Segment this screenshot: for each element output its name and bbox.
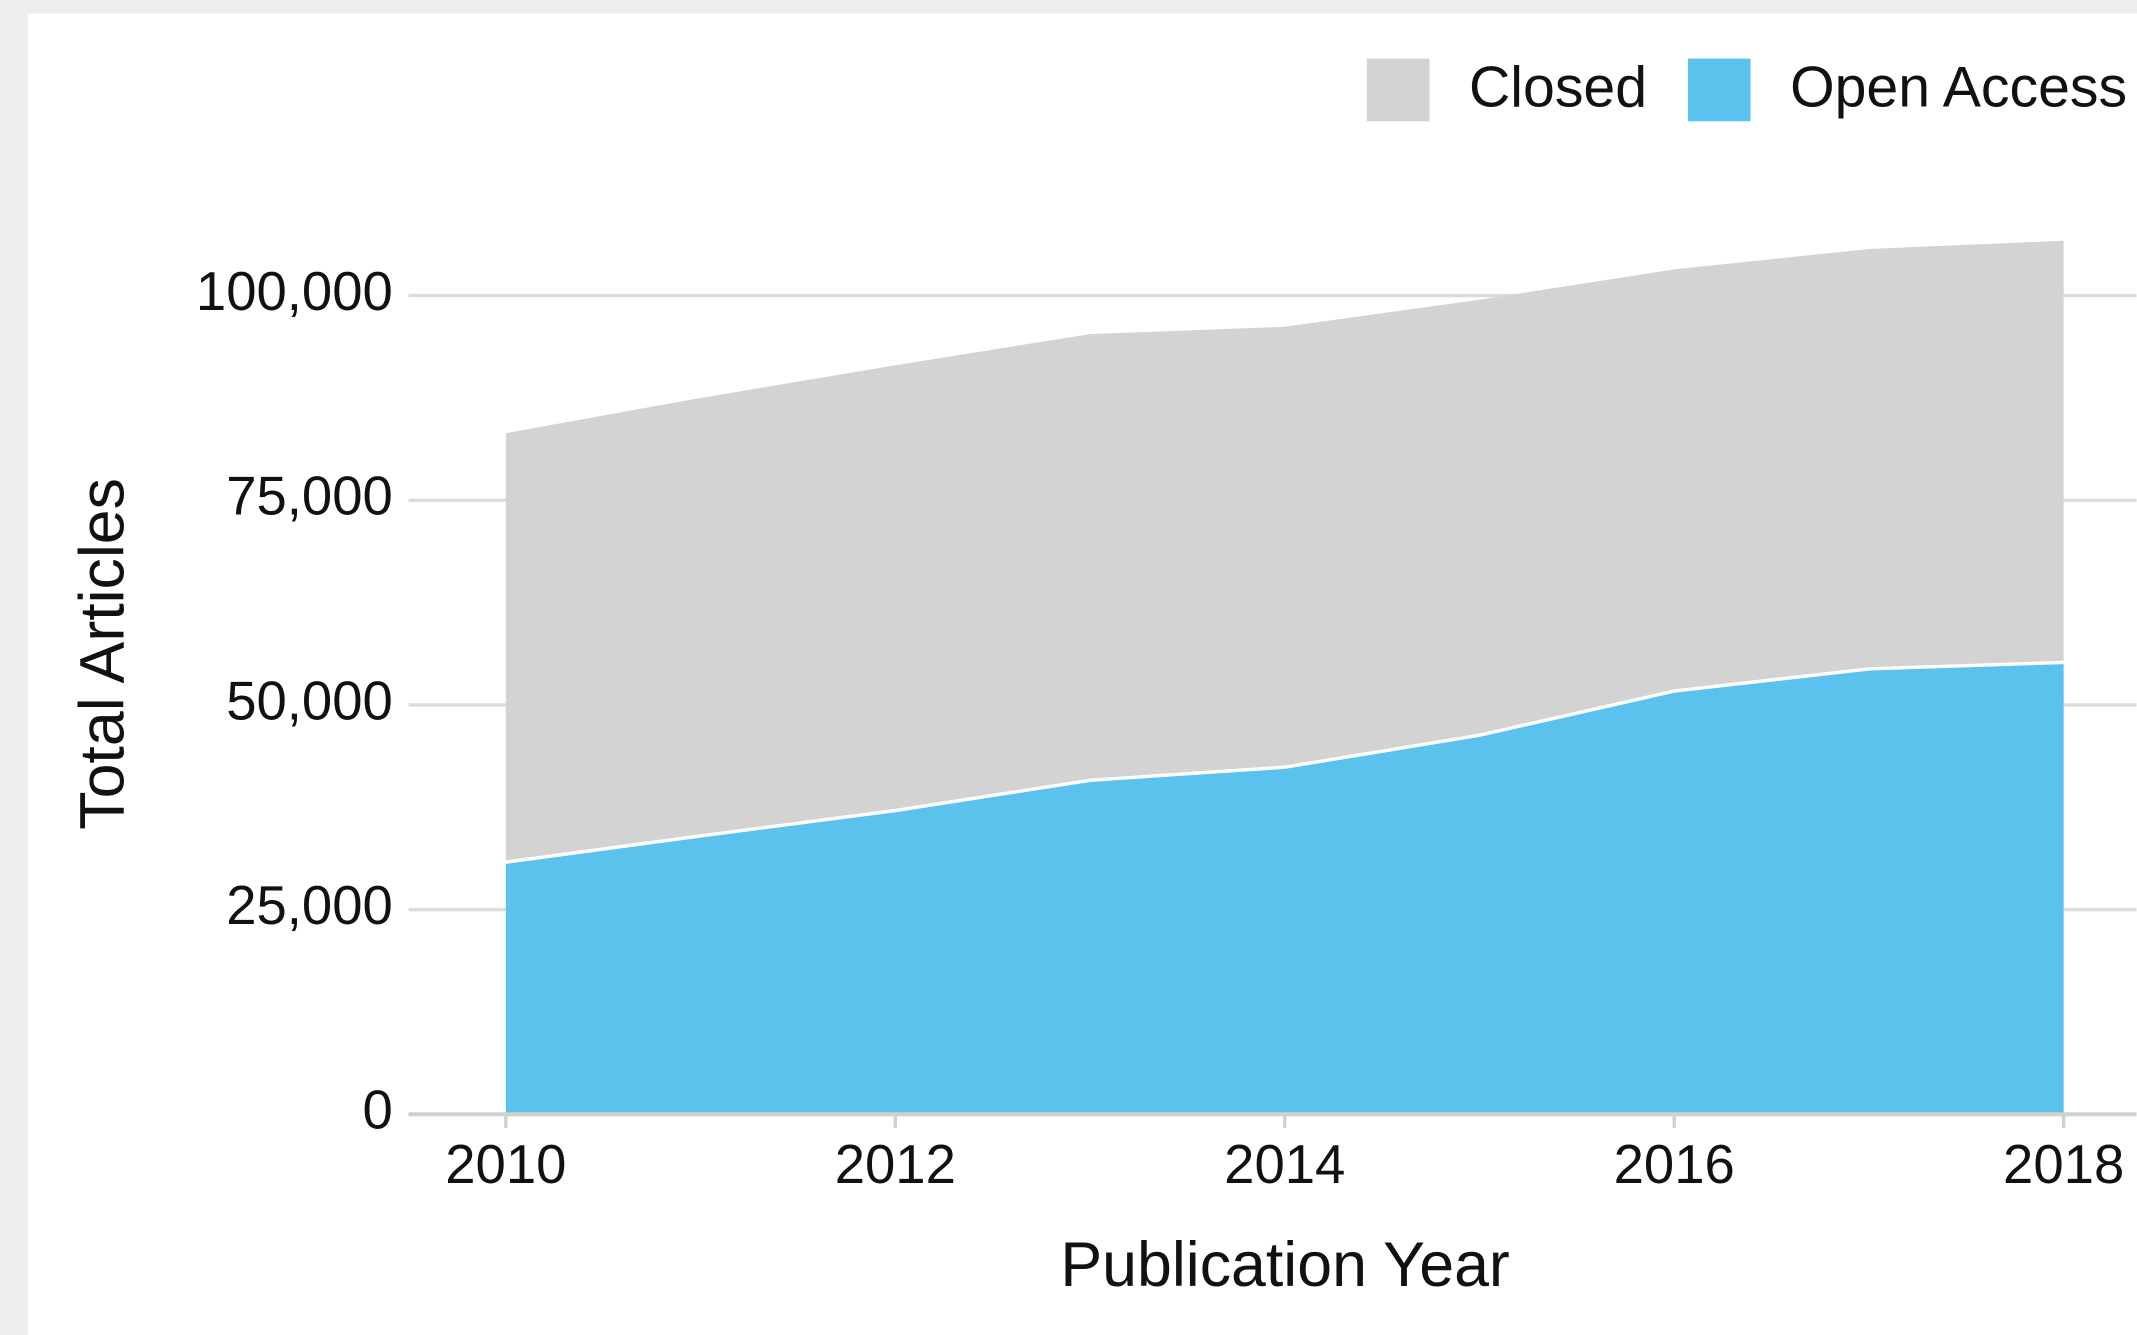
y-tick-label: 50,000 (226, 670, 393, 731)
area-edge (505, 660, 2064, 864)
legend-label: Open Access (1790, 55, 2127, 119)
x-axis-label: Publication Year (1060, 1230, 1509, 1300)
area (505, 240, 2064, 863)
legend-swatch (1687, 58, 1751, 122)
x-tick-label: 2014 (1224, 1134, 1345, 1195)
y-tick-label: 75,000 (226, 466, 393, 527)
legend-label: Closed (1469, 55, 1647, 119)
y-tick-label: 100,000 (196, 261, 393, 322)
y-tick-label: 0 (363, 1080, 393, 1141)
area (505, 662, 2064, 1115)
x-tick-label: 2010 (445, 1134, 566, 1195)
x-tick-label: 2018 (2003, 1134, 2124, 1195)
y-tick-label: 25,000 (226, 875, 393, 936)
legend-swatch (1366, 58, 1430, 122)
x-tick-label: 2016 (1614, 1134, 1735, 1195)
y-axis-label: Total Articles (67, 478, 137, 830)
x-tick-label: 2012 (835, 1134, 956, 1195)
